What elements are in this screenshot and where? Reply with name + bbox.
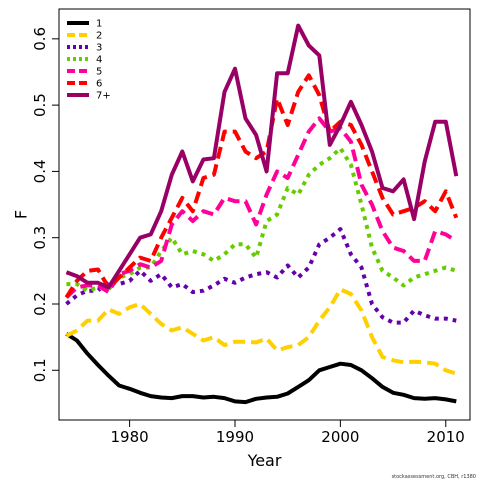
y-axis: 0.1 0.2 0.3 0.4 0.5 0.6: [31, 27, 59, 382]
y-tick-label-0.4: 0.4: [31, 159, 49, 183]
legend-label-7plus: 7+: [96, 91, 111, 102]
x-axis-title: Year: [247, 451, 282, 470]
y-tick-label-0.3: 0.3: [31, 226, 49, 250]
x-tick-label-2010: 2010: [427, 428, 465, 446]
y-axis-title: F: [12, 210, 31, 219]
x-tick-label-1990: 1990: [216, 428, 254, 446]
credit-text: stockassessment.org, CBH, r1380: [392, 474, 476, 480]
x-tick-label-2000: 2000: [321, 428, 359, 446]
x-tick-label-1980: 1980: [111, 428, 149, 446]
y-tick-label-0.6: 0.6: [31, 27, 49, 51]
legend-label-6: 6: [96, 79, 102, 90]
series-line-1: [65, 332, 457, 405]
series-layer: [64, 23, 459, 405]
legend-label-3: 3: [96, 43, 102, 54]
y-tick-label-0.2: 0.2: [31, 292, 49, 316]
y-tick-label-0.1: 0.1: [31, 358, 49, 382]
legend-label-5: 5: [96, 67, 102, 78]
series-line-3: [65, 227, 457, 325]
series-line-7plus: [65, 23, 459, 290]
series-line-5: [65, 116, 458, 299]
y-tick-label-0.5: 0.5: [31, 93, 49, 117]
plot-frame: [58, 8, 471, 421]
legend-label-1: 1: [96, 19, 102, 30]
series-line-2: [65, 287, 457, 376]
series-line-4: [66, 146, 457, 293]
legend-label-4: 4: [96, 55, 102, 66]
x-axis: 1980 1990 2000 2010: [111, 420, 465, 446]
legend-label-2: 2: [96, 31, 102, 42]
